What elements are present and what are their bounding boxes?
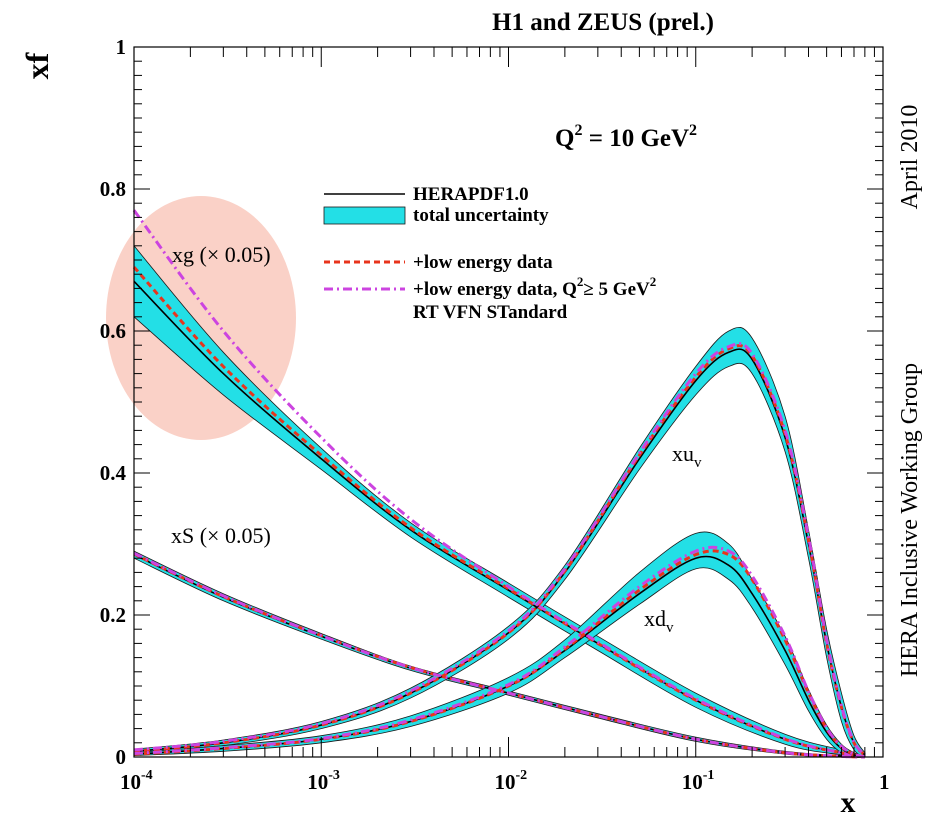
xg-label: xg (× 0.05) [172, 242, 271, 267]
q2-annotation: Q2 = 10 GeV2 [555, 122, 697, 152]
legend-low-q2-suffix: ≥ 5 GeV [583, 279, 650, 300]
legend-swatch-band [323, 206, 406, 225]
x-tick-label: 10-4 [120, 768, 153, 794]
legend-label-central: HERAPDF1.0 [413, 184, 529, 205]
y-tick-label: 0 [116, 745, 127, 769]
legend-low-q2-sup: 2 [577, 274, 584, 289]
x-tick-base: 10 [495, 770, 516, 794]
q2-middle: = 10 GeV [582, 125, 689, 152]
legend-low-q2-text: +low energy data, Q [413, 279, 577, 300]
x-tick-label: 10-1 [682, 768, 715, 794]
x-tick-exponent: -2 [516, 768, 528, 783]
series-xg-low-q2-line [132, 209, 866, 758]
xuv-label: xuv [672, 441, 702, 471]
chart-title: H1 and ZEUS (prel.) [492, 9, 714, 36]
legend-label-low-q2: +low energy data, Q2≥ 5 GeV2 [413, 274, 656, 300]
legend-label-band: total uncertainty [413, 205, 549, 226]
y-tick-label: 0.8 [100, 177, 126, 201]
x-tick-label: 10-3 [307, 768, 340, 794]
x-tick-label: 1 [879, 770, 890, 794]
xdv-label: xdv [644, 606, 674, 636]
legend-label-rt-vfn: RT VFN STandard [413, 302, 568, 323]
x-tick-base: 10 [120, 770, 141, 794]
y-tick-label: 1 [116, 35, 127, 59]
legend-low-q2-sup2: 2 [650, 274, 657, 289]
x-tick-exponent: -1 [703, 768, 715, 783]
x-tick-base: 10 [682, 770, 703, 794]
legend-label-low-energy: +low energy data [413, 252, 553, 273]
series-xg-low-energy-line [132, 266, 866, 758]
x-axis-label: x [841, 786, 856, 814]
x-tick-label: 10-2 [495, 768, 528, 794]
x-tick-exponent: -3 [328, 768, 340, 783]
y-axis-label: xf [19, 52, 55, 79]
q2-prefix: Q [555, 125, 574, 152]
y-tick-label: 0.4 [100, 461, 127, 485]
y-tick-label: 0.2 [100, 603, 126, 627]
date-annotation: April 2010 [897, 105, 923, 210]
series-xdv-low-q2-line [133, 545, 866, 759]
x-tick-base: 10 [307, 770, 328, 794]
xuv-subscript: v [694, 455, 702, 471]
xdv-base: xd [644, 606, 666, 631]
xuv-base: xu [672, 441, 694, 466]
series-xuv-low-q2-line [133, 342, 866, 756]
y-tick-label: 0.6 [100, 319, 126, 343]
xdv-subscript: v [666, 620, 674, 636]
q2-superscript: 2 [574, 122, 582, 139]
q2-unit-superscript: 2 [689, 122, 697, 139]
xs-label: xS (× 0.05) [171, 523, 271, 548]
working-group-annotation: HERA Inclusive Working Group [897, 363, 923, 677]
x-tick-exponent: -4 [141, 768, 153, 783]
series-xs-low-q2-line [133, 551, 865, 759]
